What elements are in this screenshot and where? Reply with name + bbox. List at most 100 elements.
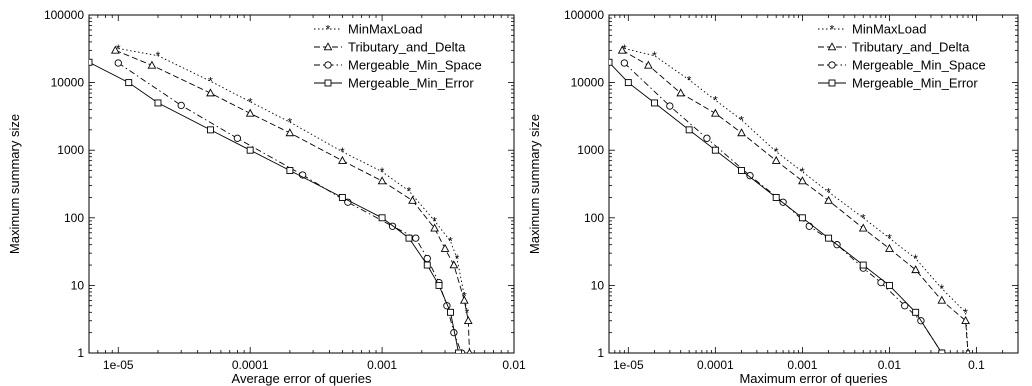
data-point-star: * bbox=[380, 165, 385, 179]
legend-item: * MinMaxLoad bbox=[818, 22, 926, 37]
data-point-triangle bbox=[710, 108, 720, 117]
legend-item: Mergeable_Min_Space bbox=[314, 58, 482, 73]
data-point-triangle bbox=[449, 260, 459, 269]
data-point-triangle bbox=[206, 88, 215, 97]
x-axis-title: Maximum error of queries bbox=[739, 371, 888, 386]
data-point-star: * bbox=[156, 49, 161, 63]
series-line bbox=[115, 49, 470, 353]
legend-item: Tributary_and_Delta bbox=[818, 40, 970, 55]
x-tick-label: 0.01 bbox=[502, 358, 526, 372]
data-point-star: * bbox=[861, 211, 866, 225]
data-point-triangle bbox=[824, 195, 833, 204]
data-point-square bbox=[378, 214, 386, 222]
data-point-square bbox=[772, 194, 780, 201]
data-point-square bbox=[435, 281, 443, 289]
legend-label: MinMaxLoad bbox=[348, 22, 422, 37]
data-point-triangle bbox=[737, 128, 746, 137]
x-tick-label: 0.001 bbox=[367, 358, 397, 372]
y-tick-label: 100000 bbox=[564, 8, 604, 22]
data-point-square bbox=[711, 146, 719, 154]
x-tick-label: 1e-05 bbox=[103, 358, 134, 372]
data-point-triangle bbox=[430, 223, 439, 232]
data-point-triangle bbox=[771, 155, 781, 164]
y-tick-label: 1000 bbox=[57, 143, 84, 157]
x-tick-label: 0.1 bbox=[968, 358, 985, 372]
data-point-square bbox=[624, 79, 632, 87]
data-point-star: * bbox=[774, 145, 779, 159]
data-point-star: * bbox=[448, 235, 453, 249]
data-point-triangle bbox=[463, 316, 473, 324]
series-mergeable-min-error bbox=[609, 58, 946, 353]
y-tick-label: 1000 bbox=[577, 143, 604, 157]
series-line bbox=[118, 62, 462, 353]
data-point-triangle bbox=[617, 45, 627, 54]
chart-panel-left: 1e-05 0.0001 0.001 0.01 1 10 100 1000 10000 10000… bbox=[7, 8, 526, 386]
legend-item: Mergeable_Min_Space bbox=[818, 58, 986, 73]
legend-marker-circle bbox=[828, 61, 836, 69]
x-tick-label: 0.01 bbox=[878, 358, 902, 372]
legend-marker-triangle bbox=[827, 42, 837, 51]
legend-marker-star: * bbox=[830, 23, 835, 37]
data-point-square bbox=[154, 99, 162, 107]
data-point-star: * bbox=[288, 116, 293, 130]
data-point-triangle bbox=[644, 60, 653, 69]
data-point-star: * bbox=[939, 282, 944, 296]
series-line bbox=[609, 61, 943, 353]
legend-item: Mergeable_Min_Error bbox=[314, 76, 474, 91]
data-point-star: * bbox=[455, 252, 460, 266]
data-point-triangle bbox=[798, 176, 807, 185]
data-point-square bbox=[798, 214, 806, 222]
legend-label: Mergeable_Min_Error bbox=[852, 76, 978, 91]
data-point-triangle bbox=[466, 348, 473, 353]
data-point-triangle bbox=[858, 223, 868, 232]
data-point-circle bbox=[901, 302, 909, 310]
data-point-square bbox=[825, 234, 833, 242]
chart-panel-right: 1e-05 0.0001 0.001 0.01 0.1 1 10 100 1000 10000 10… bbox=[527, 8, 1019, 386]
legend-marker-star: * bbox=[326, 23, 331, 37]
series-mergeable-min-error bbox=[89, 58, 463, 353]
data-point-triangle bbox=[338, 155, 347, 164]
x-tick-label: 0.0001 bbox=[697, 358, 734, 372]
data-point-square bbox=[609, 58, 613, 66]
data-point-triangle bbox=[961, 316, 970, 324]
y-tick-label: 10 bbox=[591, 278, 605, 292]
data-point-square bbox=[447, 308, 454, 316]
series-line bbox=[623, 62, 943, 353]
data-point-square bbox=[286, 167, 294, 174]
data-point-star: * bbox=[622, 42, 627, 56]
data-point-square bbox=[338, 194, 346, 201]
data-point-star: * bbox=[713, 94, 718, 108]
data-point-square bbox=[125, 79, 133, 87]
series-tributary-and-delta bbox=[617, 45, 971, 353]
data-point-square bbox=[455, 349, 463, 353]
data-point-triangle bbox=[965, 348, 971, 353]
series-line bbox=[118, 48, 468, 313]
data-point-star: * bbox=[407, 184, 412, 198]
series-tributary-and-delta bbox=[110, 45, 473, 353]
legend-marker-triangle bbox=[323, 42, 333, 51]
x-tick-label: 0.0001 bbox=[232, 358, 269, 372]
data-point-star: * bbox=[800, 165, 805, 179]
y-tick-label: 100 bbox=[64, 211, 84, 225]
x-tick-label: 0.001 bbox=[787, 358, 817, 372]
data-point-circle bbox=[805, 222, 813, 230]
data-point-star: * bbox=[687, 73, 692, 87]
data-point-star: * bbox=[248, 95, 253, 109]
data-point-square bbox=[885, 281, 893, 289]
data-point-triangle bbox=[377, 176, 387, 185]
y-axis-title: Maximum summary size bbox=[7, 114, 22, 254]
y-tick-label: 1 bbox=[597, 346, 604, 360]
data-point-square bbox=[938, 349, 946, 353]
legend-label: MinMaxLoad bbox=[852, 22, 926, 37]
legend: * MinMaxLoad Tributary_and_Delta Mergeable_… bbox=[314, 22, 482, 91]
data-point-triangle bbox=[676, 88, 686, 97]
series-line bbox=[89, 61, 460, 353]
data-point-star: * bbox=[963, 306, 968, 320]
data-point-circle bbox=[620, 59, 628, 67]
data-point-circle bbox=[423, 254, 431, 263]
data-point-star: * bbox=[432, 214, 437, 228]
data-point-square bbox=[423, 261, 431, 269]
x-axis-title: Average error of queries bbox=[232, 371, 372, 386]
data-point-triangle bbox=[285, 128, 295, 137]
